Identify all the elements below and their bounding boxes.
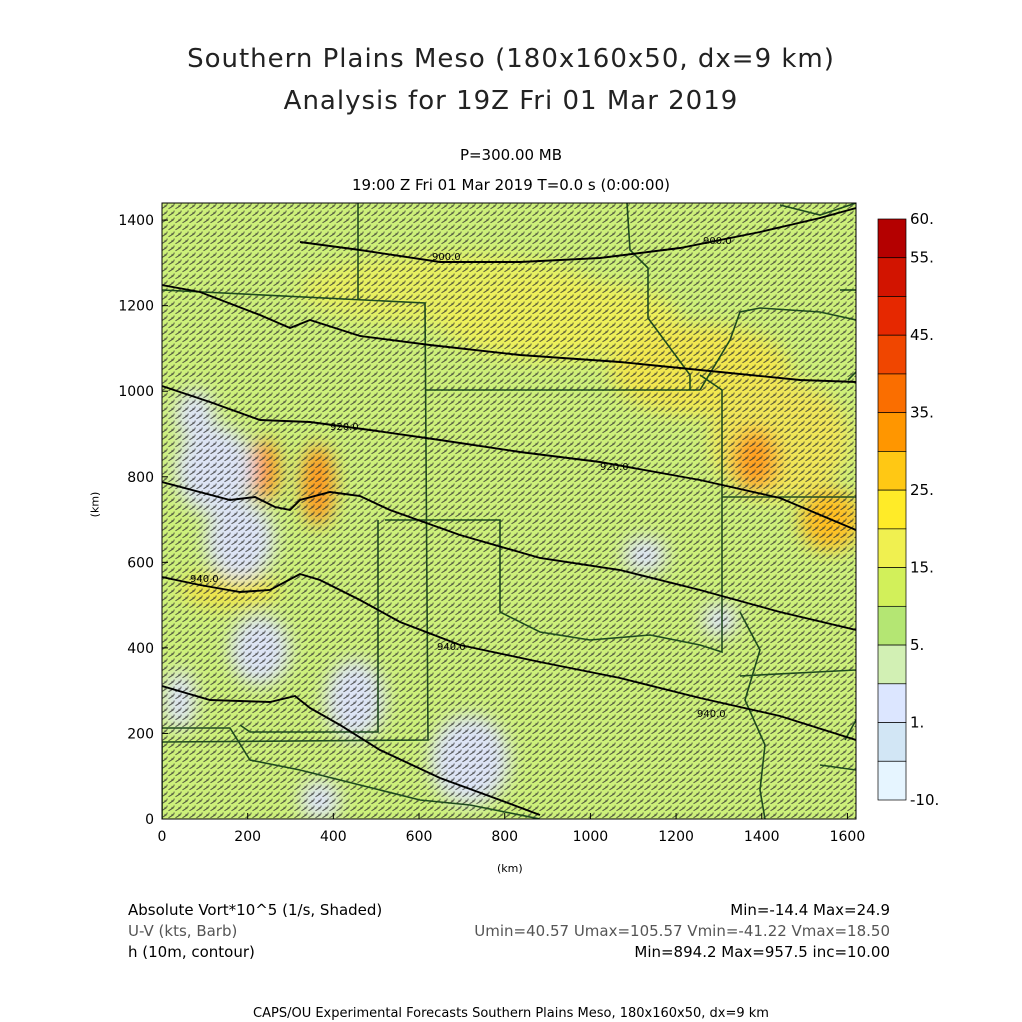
colorbar-swatch <box>877 451 907 491</box>
contour-label-3: 920.0 <box>330 422 359 433</box>
x-tick-label: 0 <box>158 829 167 845</box>
y-tick-label: 200 <box>127 726 154 742</box>
state-border-east-3 <box>847 371 856 381</box>
state-border-texas-south <box>162 727 541 819</box>
colorbar-swatch <box>877 683 907 723</box>
colorbar-swatch <box>877 528 907 568</box>
contour-labels: 900.0 900.0 920.0 920.0 940.0 940.0 940.… <box>190 236 732 720</box>
colorbar-label: 5. <box>910 636 924 654</box>
legend-wind-range: Umin=40.57 Umax=105.57 Vmin=-41.22 Vmax=… <box>474 922 890 940</box>
state-border-colorado <box>162 289 429 743</box>
colorbar-swatch <box>877 334 907 375</box>
colorbar-swatch <box>877 412 907 452</box>
state-border-east-4 <box>819 764 856 771</box>
y-tick-label: 0 <box>145 812 154 828</box>
colorbar-swatch <box>877 567 907 607</box>
colorbar-label: 55. <box>910 249 934 267</box>
colorbar-label: 15. <box>910 559 934 577</box>
colorbar-label: 35. <box>910 404 934 422</box>
colorbar-swatch <box>877 605 907 646</box>
x-tick-label: 600 <box>406 829 433 845</box>
y-axis-label: (km) <box>88 491 102 518</box>
contour-label-7: 940.0 <box>697 709 726 720</box>
colorbar-label: 60. <box>910 210 934 228</box>
footer-credit: CAPS/OU Experimental Forecasts Southern … <box>253 1006 769 1021</box>
state-border-missouri-river <box>626 203 691 390</box>
contour-label-1: 900.0 <box>432 252 461 263</box>
state-border-ar-la <box>739 611 766 819</box>
colorbar-label: -10. <box>910 791 939 809</box>
contour-label-2: 900.0 <box>703 236 732 247</box>
legend-vorticity-label: Absolute Vort*10^5 (1/s, Shaded) <box>128 901 383 919</box>
y-axis: 0 200 400 600 800 1000 1200 1400 <box>118 213 168 828</box>
state-border-nm-east <box>239 520 379 733</box>
x-tick-label: 800 <box>491 829 518 845</box>
y-tick-label: 1000 <box>118 384 154 400</box>
x-axis-label: (km) <box>497 862 523 875</box>
colorbar-swatch <box>877 722 907 762</box>
contour-label-6: 940.0 <box>437 642 466 653</box>
valid-time-label: 19:00 Z Fri 01 Mar 2019 T=0.0 s (0:00:00… <box>351 176 670 194</box>
colorbar-label: 1. <box>910 714 924 732</box>
x-tick-label: 1400 <box>744 829 780 845</box>
plot-frame <box>161 202 857 820</box>
colorbar-swatch <box>877 373 907 414</box>
colorbar-swatch <box>877 644 907 685</box>
legend-wind-label: U-V (kts, Barb) <box>128 922 238 940</box>
contour-label-4: 920.0 <box>600 462 629 473</box>
colorbar-label: 45. <box>910 326 934 344</box>
colorbar-label: 25. <box>910 481 934 499</box>
y-tick-label: 800 <box>127 470 154 486</box>
x-tick-label: 200 <box>234 829 261 845</box>
legend-height-label: h (10m, contour) <box>128 943 255 961</box>
y-tick-label: 1400 <box>118 213 154 229</box>
vorticity-shading: 900.0 900.0 920.0 920.0 940.0 940.0 940.… <box>162 203 856 819</box>
x-tick-label: 1000 <box>573 829 609 845</box>
legend-vorticity-range: Min=-14.4 Max=24.9 <box>730 901 890 919</box>
height-contours <box>162 207 856 816</box>
colorbar-swatch <box>877 296 907 336</box>
colorbar-swatch <box>877 257 907 297</box>
contour-label-5: 940.0 <box>190 574 219 585</box>
x-tick-label: 1200 <box>658 829 694 845</box>
contour-920 <box>162 385 856 531</box>
colorbar-swatch <box>877 218 907 259</box>
contour-900-north <box>299 207 856 263</box>
y-tick-label: 1200 <box>118 299 154 315</box>
y-tick-label: 600 <box>127 555 154 571</box>
colorbar-swatch <box>877 489 907 530</box>
contour-910 <box>162 284 856 383</box>
contour-950 <box>162 685 541 816</box>
x-tick-label: 1600 <box>830 829 866 845</box>
state-border-oklahoma <box>385 374 723 654</box>
wind-barbs <box>162 203 856 819</box>
state-border-ar-la-2 <box>739 669 856 677</box>
map-title-line2: Analysis for 19Z Fri 01 Mar 2019 <box>283 86 739 116</box>
state-border-northeast <box>779 203 856 216</box>
contour-940 <box>162 572 856 741</box>
colorbar-swatch <box>877 760 907 801</box>
colorbar: 60. 55. 45. 35. 25. 15. 5. 1. -10. <box>877 210 939 809</box>
legend-height-range: Min=894.2 Max=957.5 inc=10.00 <box>634 943 890 961</box>
contour-930 <box>162 481 856 631</box>
x-tick-label: 400 <box>320 829 347 845</box>
x-axis: 0 200 400 600 800 1000 1200 1400 1600 <box>158 813 866 845</box>
map-title-line1: Southern Plains Meso (180x160x50, dx=9 k… <box>187 44 835 74</box>
pressure-level-label: P=300.00 MB <box>459 146 563 164</box>
state-border-iowa <box>699 307 856 391</box>
y-tick-label: 400 <box>127 641 154 657</box>
